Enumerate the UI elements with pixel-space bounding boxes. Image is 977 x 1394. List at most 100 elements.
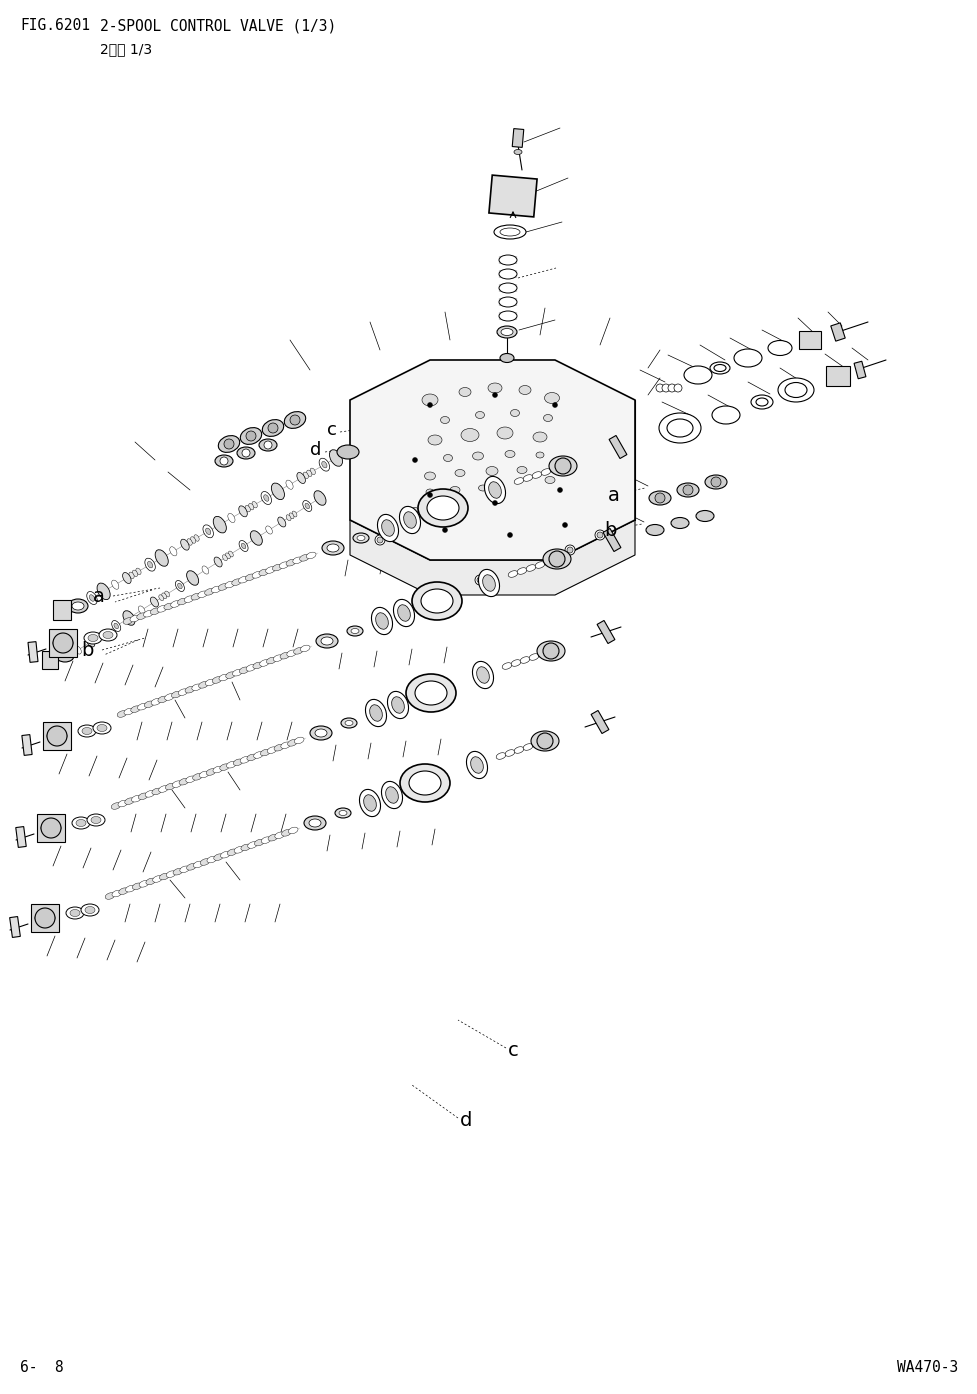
Ellipse shape bbox=[84, 631, 102, 644]
Ellipse shape bbox=[187, 863, 196, 870]
Ellipse shape bbox=[321, 461, 326, 468]
Ellipse shape bbox=[704, 475, 726, 489]
Ellipse shape bbox=[152, 875, 162, 882]
Ellipse shape bbox=[175, 580, 185, 591]
Ellipse shape bbox=[226, 553, 230, 559]
Ellipse shape bbox=[381, 520, 394, 537]
Ellipse shape bbox=[212, 676, 222, 683]
Ellipse shape bbox=[101, 631, 106, 637]
Ellipse shape bbox=[123, 618, 133, 625]
Ellipse shape bbox=[248, 503, 254, 510]
Ellipse shape bbox=[259, 439, 276, 452]
Bar bbox=[49, 629, 77, 657]
Ellipse shape bbox=[520, 657, 530, 664]
Ellipse shape bbox=[284, 411, 306, 428]
Ellipse shape bbox=[164, 591, 169, 597]
Ellipse shape bbox=[297, 473, 305, 484]
Ellipse shape bbox=[514, 747, 524, 753]
Ellipse shape bbox=[267, 747, 276, 753]
Circle shape bbox=[475, 574, 485, 585]
Circle shape bbox=[427, 403, 432, 407]
Ellipse shape bbox=[180, 866, 190, 873]
Circle shape bbox=[594, 530, 605, 539]
Ellipse shape bbox=[145, 790, 154, 797]
Ellipse shape bbox=[266, 526, 273, 534]
Ellipse shape bbox=[131, 705, 141, 712]
Ellipse shape bbox=[114, 623, 118, 629]
Ellipse shape bbox=[213, 516, 226, 533]
Circle shape bbox=[376, 537, 383, 544]
Ellipse shape bbox=[215, 454, 233, 467]
Circle shape bbox=[542, 643, 559, 659]
Ellipse shape bbox=[172, 781, 182, 788]
Ellipse shape bbox=[225, 581, 234, 588]
Ellipse shape bbox=[536, 641, 565, 661]
Ellipse shape bbox=[667, 383, 675, 392]
Ellipse shape bbox=[103, 631, 113, 638]
Circle shape bbox=[682, 485, 693, 495]
Ellipse shape bbox=[550, 466, 559, 473]
Ellipse shape bbox=[360, 789, 380, 817]
Ellipse shape bbox=[136, 569, 141, 574]
Ellipse shape bbox=[496, 326, 517, 337]
Ellipse shape bbox=[198, 682, 208, 689]
Ellipse shape bbox=[274, 744, 283, 751]
Circle shape bbox=[442, 527, 447, 533]
Ellipse shape bbox=[529, 654, 538, 661]
Ellipse shape bbox=[203, 526, 213, 538]
Ellipse shape bbox=[179, 778, 189, 785]
Ellipse shape bbox=[85, 906, 95, 913]
Ellipse shape bbox=[95, 634, 100, 641]
Ellipse shape bbox=[305, 503, 309, 509]
Ellipse shape bbox=[307, 470, 312, 477]
Ellipse shape bbox=[238, 506, 247, 517]
Ellipse shape bbox=[268, 835, 277, 841]
Ellipse shape bbox=[339, 810, 347, 815]
Ellipse shape bbox=[293, 648, 303, 654]
Ellipse shape bbox=[365, 700, 386, 726]
Ellipse shape bbox=[238, 577, 248, 583]
Ellipse shape bbox=[118, 800, 127, 807]
Ellipse shape bbox=[661, 383, 669, 392]
Ellipse shape bbox=[132, 882, 142, 889]
Ellipse shape bbox=[427, 496, 458, 520]
Ellipse shape bbox=[35, 912, 55, 926]
Ellipse shape bbox=[414, 682, 446, 705]
Ellipse shape bbox=[750, 395, 772, 408]
Ellipse shape bbox=[696, 510, 713, 521]
Ellipse shape bbox=[281, 829, 291, 836]
Ellipse shape bbox=[266, 658, 276, 664]
Ellipse shape bbox=[111, 891, 121, 896]
Ellipse shape bbox=[534, 562, 544, 569]
Ellipse shape bbox=[472, 661, 493, 689]
Circle shape bbox=[290, 415, 300, 425]
Ellipse shape bbox=[240, 845, 250, 850]
Ellipse shape bbox=[421, 395, 438, 406]
Ellipse shape bbox=[565, 467, 573, 473]
Ellipse shape bbox=[221, 852, 230, 857]
Ellipse shape bbox=[205, 528, 211, 534]
Bar bbox=[512, 128, 524, 148]
Text: a: a bbox=[608, 485, 619, 505]
Ellipse shape bbox=[129, 572, 134, 579]
Bar bbox=[42, 651, 58, 669]
Ellipse shape bbox=[335, 809, 351, 818]
Ellipse shape bbox=[99, 629, 117, 641]
Ellipse shape bbox=[519, 386, 531, 395]
Ellipse shape bbox=[377, 514, 398, 542]
Ellipse shape bbox=[495, 753, 505, 760]
Ellipse shape bbox=[649, 491, 670, 505]
Text: d: d bbox=[310, 441, 321, 459]
Ellipse shape bbox=[234, 758, 242, 765]
Ellipse shape bbox=[234, 846, 243, 853]
Ellipse shape bbox=[186, 776, 195, 782]
Ellipse shape bbox=[508, 570, 517, 577]
Ellipse shape bbox=[514, 478, 524, 484]
Ellipse shape bbox=[159, 873, 169, 880]
Text: a: a bbox=[93, 587, 105, 605]
Text: b: b bbox=[604, 520, 616, 539]
Ellipse shape bbox=[158, 786, 168, 792]
Ellipse shape bbox=[125, 797, 134, 804]
Ellipse shape bbox=[228, 513, 234, 523]
Ellipse shape bbox=[526, 565, 535, 572]
